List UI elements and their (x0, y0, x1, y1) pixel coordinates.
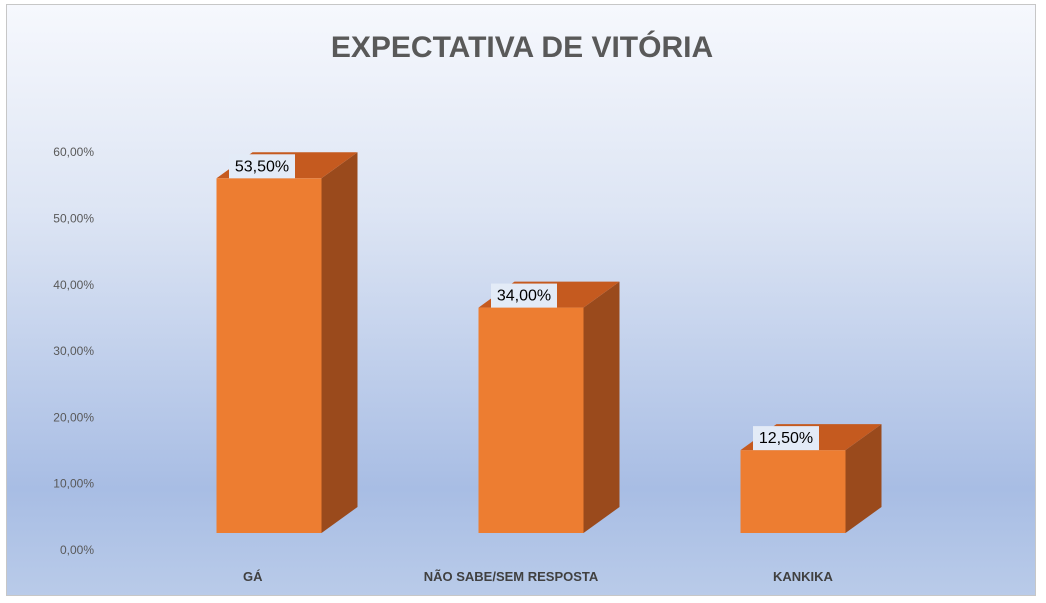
x-axis: GÁ NÃO SABE/SEM RESPOSTA KANKIKA (243, 569, 834, 584)
data-label-box (753, 426, 819, 451)
y-axis: 0,00% 10,00% 20,00% 30,00% 40,00% 50,00% 60,00… (53, 145, 94, 557)
category-label: KANKIKA (773, 569, 834, 584)
y-tick-label: 20,00% (53, 410, 94, 424)
data-label: 12,50% (759, 430, 813, 447)
bar-group: 53,50% (216, 152, 358, 534)
chart-svg: EXPECTATIVA DE VITÓRIA 0,00% 10,00% 20,00%… (53, 30, 882, 584)
chart-title: EXPECTATIVA DE VITÓRIA (331, 30, 713, 64)
bar (216, 178, 322, 534)
chart-area: EXPECTATIVA DE VITÓRIA 0,00% 10,00% 20,00%… (6, 4, 1036, 596)
y-tick-label: 60,00% (53, 145, 94, 159)
bar-side (321, 152, 358, 534)
category-label: GÁ (243, 569, 263, 584)
data-label: 53,50% (235, 158, 289, 175)
bar-group: 34,00% (478, 281, 620, 533)
bar-side (845, 424, 882, 533)
bar (478, 307, 584, 533)
bar (740, 450, 846, 533)
y-tick-label: 40,00% (53, 278, 94, 292)
bars: 53,50% 34,00% 12,50% (216, 152, 882, 534)
data-label-box (491, 283, 557, 308)
y-tick-label: 50,00% (53, 212, 94, 226)
category-label: NÃO SABE/SEM RESPOSTA (424, 569, 599, 584)
y-tick-label: 0,00% (60, 543, 94, 557)
y-tick-label: 30,00% (53, 344, 94, 358)
data-label-box (229, 154, 295, 179)
data-label: 34,00% (497, 288, 551, 305)
bar-group: 12,50% (740, 424, 882, 533)
bar-side (583, 281, 620, 533)
y-tick-label: 10,00% (53, 477, 94, 491)
